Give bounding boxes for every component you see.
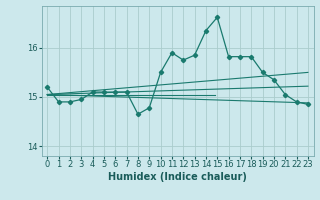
X-axis label: Humidex (Indice chaleur): Humidex (Indice chaleur): [108, 172, 247, 182]
